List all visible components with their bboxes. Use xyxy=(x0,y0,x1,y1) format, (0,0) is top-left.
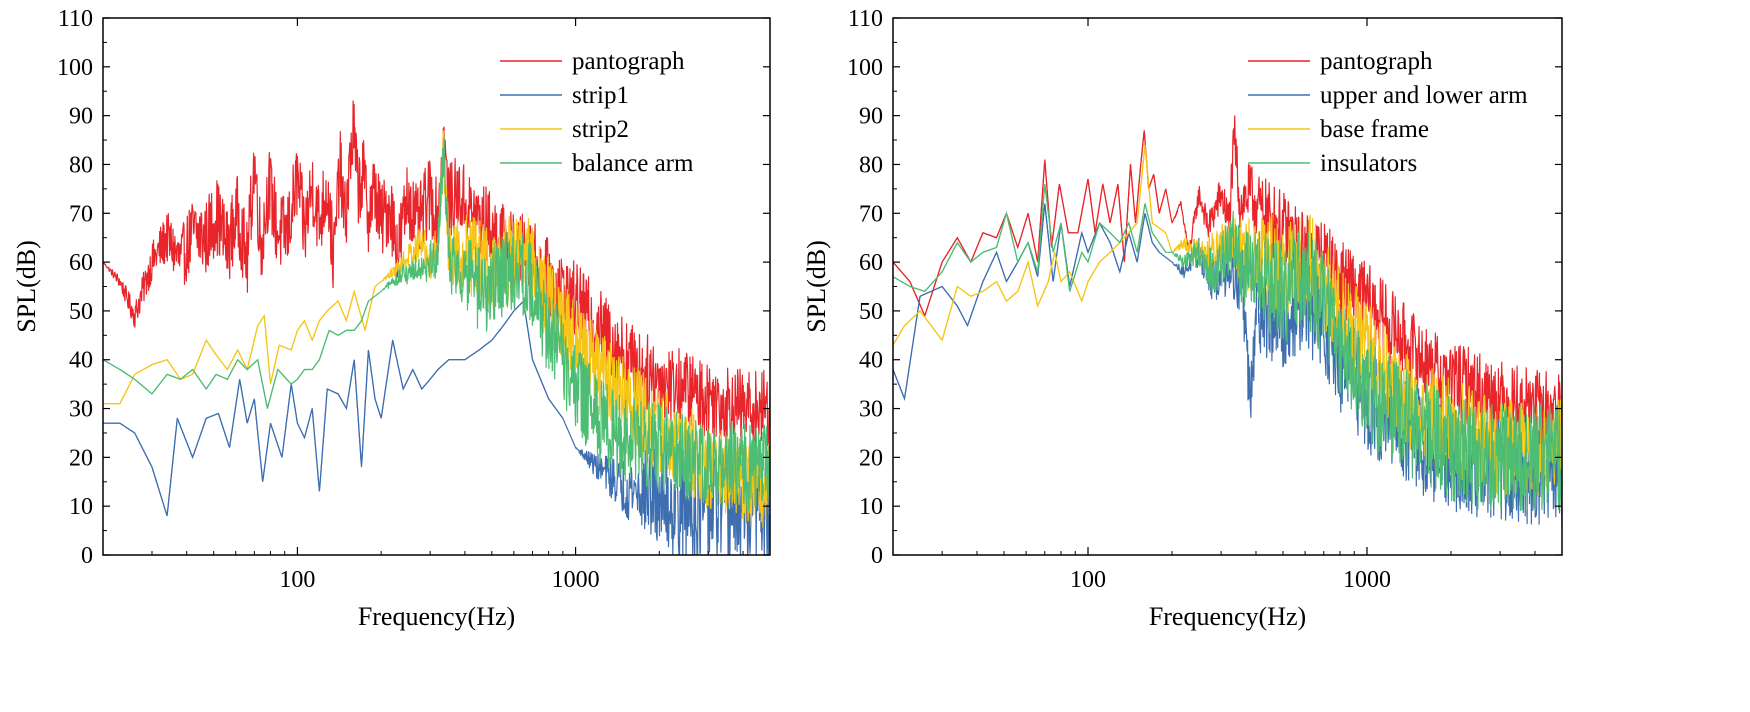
legend-label: upper and lower arm xyxy=(1320,82,1528,109)
y-tick-label: 0 xyxy=(81,543,93,569)
y-tick-label: 20 xyxy=(69,445,93,471)
series-peaks-strip2 xyxy=(103,286,376,405)
legend: pantograph strip1 strip2 balance arm xyxy=(500,48,694,177)
y-tick-label: 70 xyxy=(859,201,883,227)
y-tick-label: 60 xyxy=(69,250,93,276)
series-group xyxy=(103,100,770,555)
y-tick-label: 40 xyxy=(69,348,93,374)
y-tick-label: 80 xyxy=(69,152,93,178)
legend-label: pantograph xyxy=(1320,48,1433,75)
series-line-base-frame xyxy=(893,145,1562,497)
y-tick-label: 10 xyxy=(69,494,93,520)
y-tick-label: 110 xyxy=(58,6,93,32)
y-tick-label: 20 xyxy=(859,445,883,471)
series-peaks-insulators xyxy=(893,183,1167,293)
x-tick-label: 100 xyxy=(1070,567,1106,593)
y-axis-title: SPL(dB) xyxy=(12,240,41,332)
y-tick-label: 100 xyxy=(57,55,93,81)
y-tick-label: 0 xyxy=(871,543,883,569)
y-tick-label: 30 xyxy=(69,397,93,423)
y-tick-label: 70 xyxy=(69,201,93,227)
legend-label: pantograph xyxy=(572,48,685,75)
series-peaks-upper-and-lower-arm xyxy=(893,203,1160,402)
y-tick-label: 100 xyxy=(847,55,883,81)
x-axis-title: Frequency(Hz) xyxy=(1149,602,1306,631)
x-tick-label: 1000 xyxy=(1343,567,1391,593)
y-tick-label: 10 xyxy=(859,494,883,520)
y-tick-label: 60 xyxy=(859,250,883,276)
series-peaks-base-frame xyxy=(893,144,1167,346)
series-peaks-strip1 xyxy=(103,299,564,517)
y-axis-title: SPL(dB) xyxy=(802,240,831,332)
y-tick-label: 40 xyxy=(859,348,883,374)
y-tick-label: 80 xyxy=(859,152,883,178)
series-group xyxy=(893,115,1562,529)
y-tick-label: 30 xyxy=(859,397,883,423)
legend-label: base frame xyxy=(1320,116,1429,143)
x-axis-title: Frequency(Hz) xyxy=(358,602,515,631)
legend-label: balance arm xyxy=(572,150,694,177)
y-tick-label: 50 xyxy=(69,299,93,325)
y-tick-label: 110 xyxy=(848,6,883,32)
legend-label: strip1 xyxy=(572,82,629,109)
legend-label: strip2 xyxy=(572,116,629,143)
series-peaks-balance-arm xyxy=(103,300,369,409)
y-tick-label: 90 xyxy=(859,104,883,130)
x-tick-label: 100 xyxy=(279,567,315,593)
y-tick-label: 50 xyxy=(859,299,883,325)
legend-label: insulators xyxy=(1320,150,1417,177)
legend: pantograph upper and lower arm base frame i… xyxy=(1248,48,1528,177)
y-tick-label: 90 xyxy=(69,104,93,130)
x-tick-label: 1000 xyxy=(552,567,600,593)
